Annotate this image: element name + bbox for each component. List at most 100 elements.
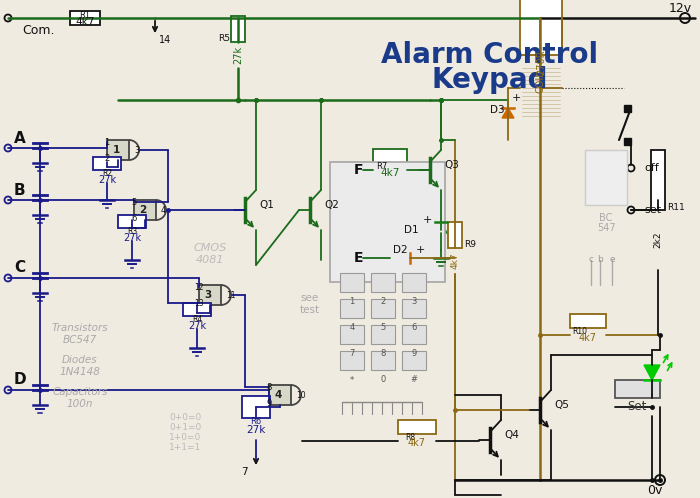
Text: D3: D3: [491, 105, 505, 115]
Text: Transistors: Transistors: [52, 323, 108, 333]
Bar: [585, 150, 627, 205]
Text: 14: 14: [159, 35, 172, 45]
Text: 7: 7: [241, 467, 248, 477]
Text: 3: 3: [204, 290, 211, 300]
Text: R10: R10: [573, 327, 587, 336]
Text: 8: 8: [266, 382, 272, 391]
Bar: [520, 0, 562, 55]
Text: c: c: [589, 255, 594, 264]
Text: 4k7: 4k7: [76, 17, 94, 27]
Text: test: test: [300, 305, 320, 315]
Bar: [134, 200, 156, 220]
Text: 1N4148: 1N4148: [60, 367, 100, 377]
Text: Q3: Q3: [444, 160, 459, 170]
Text: *: *: [350, 375, 354, 384]
Polygon shape: [644, 365, 660, 380]
Bar: [330, 162, 445, 282]
Text: 4k7: 4k7: [380, 168, 400, 178]
Text: R5: R5: [218, 33, 230, 42]
Bar: [624, 138, 631, 145]
Text: B: B: [14, 182, 26, 198]
Text: 2k2: 2k2: [654, 232, 662, 248]
Text: 4: 4: [161, 206, 167, 215]
Text: 4k7: 4k7: [451, 252, 459, 269]
Text: 13: 13: [194, 298, 204, 307]
Text: 9: 9: [267, 398, 272, 407]
Text: b: b: [597, 255, 603, 264]
Text: off: off: [644, 163, 659, 173]
Bar: [340, 299, 364, 318]
Bar: [340, 325, 364, 344]
Text: Keypad: Keypad: [432, 66, 548, 94]
Bar: [70, 11, 100, 25]
Text: 1: 1: [104, 137, 110, 146]
Text: Q1: Q1: [259, 200, 274, 210]
Text: 12v: 12v: [668, 1, 692, 14]
Text: CMOS: CMOS: [193, 243, 227, 253]
Bar: [199, 285, 221, 305]
Text: R3: R3: [127, 227, 137, 236]
Text: Q5: Q5: [554, 400, 569, 410]
Bar: [371, 273, 395, 292]
Text: #: #: [410, 375, 417, 384]
Text: 12: 12: [195, 282, 204, 291]
Text: 27k: 27k: [188, 321, 206, 331]
Text: Q2: Q2: [324, 200, 339, 210]
Text: Com.: Com.: [22, 23, 55, 36]
Text: 0v: 0v: [648, 484, 663, 497]
Polygon shape: [502, 108, 514, 118]
Bar: [93, 157, 121, 170]
Bar: [373, 149, 407, 163]
Bar: [231, 16, 245, 42]
Text: E: E: [354, 251, 363, 265]
Text: 1: 1: [349, 297, 355, 306]
Text: 4k7: 4k7: [408, 438, 426, 448]
Text: Capacitors: Capacitors: [52, 387, 108, 397]
Text: 5: 5: [380, 324, 386, 333]
Text: D2: D2: [393, 245, 407, 255]
Text: +: +: [422, 215, 432, 225]
Text: 9: 9: [412, 350, 416, 359]
Text: set: set: [644, 205, 661, 215]
Text: R4: R4: [192, 315, 202, 324]
Bar: [183, 303, 211, 316]
Bar: [402, 351, 426, 370]
Bar: [371, 325, 395, 344]
Polygon shape: [400, 253, 410, 263]
Text: 3: 3: [134, 145, 139, 154]
Text: 7: 7: [349, 350, 355, 359]
Text: D: D: [14, 373, 27, 387]
Text: A: A: [14, 130, 26, 145]
Bar: [570, 314, 606, 328]
Bar: [651, 150, 665, 210]
Text: 27k: 27k: [233, 46, 243, 64]
Text: e: e: [609, 255, 615, 264]
Bar: [402, 299, 426, 318]
Text: R1: R1: [79, 10, 90, 19]
Text: BC: BC: [599, 213, 612, 223]
Text: Set: Set: [627, 400, 647, 413]
Text: +: +: [415, 245, 425, 255]
Text: 270R: 270R: [536, 49, 546, 75]
Text: 0: 0: [380, 375, 386, 384]
Text: 5: 5: [132, 198, 136, 207]
Text: 0+1=0: 0+1=0: [169, 423, 201, 432]
Text: 27k: 27k: [123, 233, 141, 243]
Bar: [398, 420, 436, 434]
Text: 8: 8: [380, 350, 386, 359]
Text: 1: 1: [113, 145, 120, 155]
Bar: [340, 351, 364, 370]
Text: 1+0=0: 1+0=0: [169, 433, 201, 443]
Polygon shape: [435, 222, 447, 233]
Text: 4k7: 4k7: [579, 333, 597, 343]
Text: 4081: 4081: [196, 255, 224, 265]
Bar: [402, 325, 426, 344]
Text: 3: 3: [412, 297, 416, 306]
Text: R2: R2: [102, 168, 112, 177]
Text: Alarm Control: Alarm Control: [382, 41, 598, 69]
Bar: [371, 299, 395, 318]
Text: F: F: [354, 163, 363, 177]
Text: 27k: 27k: [246, 425, 266, 435]
Text: 547: 547: [596, 223, 615, 233]
Bar: [448, 222, 462, 248]
